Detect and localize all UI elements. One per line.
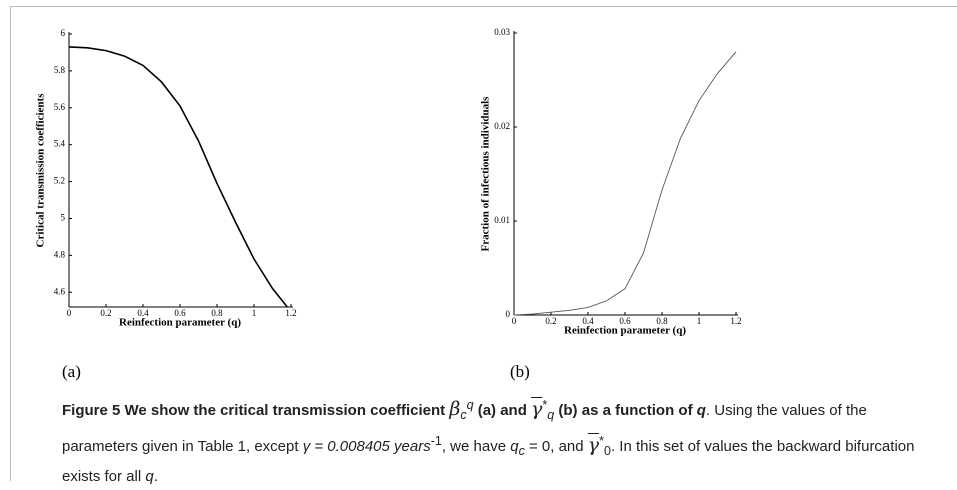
panel-label: (b) [510,362,530,381]
x-tick-label: 0.6 [619,316,631,326]
x-tick-label: 0 [512,316,517,326]
y-tick-label: 5.2 [54,176,65,186]
fig-label: Figure 5 [62,402,121,419]
caption-text: , we have [441,438,511,455]
x-tick-label: 1 [697,316,702,326]
y-tick-label: 6 [61,28,66,38]
y-tick-label: 0.02 [494,121,510,131]
panel-label: (a) [62,362,81,381]
figure: 0 0.2 0.4 0.6 0.8 1 1.2 4.6 4.8 5 5.2 5.4 5.6 5.8 6 Rei… [10,6,957,485]
x-tick-label: 0.2 [545,316,556,326]
charts: 0 0.2 0.4 0.6 0.8 1 1.2 4.6 4.8 5 5.2 5.4 5.6 5.8 6 Rei… [35,27,742,381]
math: 0 [604,444,611,458]
x-tick-label: 0.8 [211,308,223,318]
math: * [599,434,605,448]
math: q [510,438,519,455]
y-tick-label: 5 [61,213,66,223]
y-tick-label: 0.03 [494,27,510,37]
y-axis-label: Critical transmission coefficients [35,93,47,248]
math: q [466,398,474,412]
math: -1 [430,434,442,448]
math: q [145,468,154,485]
x-tick-label: 0.4 [582,316,594,326]
math: γ [587,434,600,456]
y-tick-label: 5.8 [54,65,66,75]
x-tick-label: 0.4 [137,308,149,318]
caption-text: . Using the values of the parameters giv… [62,402,867,455]
x-tick-label: 1.2 [730,316,741,326]
x-axis-label: Reinfection parameter (q) [564,325,686,337]
line [513,51,737,316]
caption-text: = 0, and [524,438,588,455]
math: q [696,402,706,419]
line [68,46,288,308]
y-tick-label: 0.01 [494,215,510,225]
x-axis-label: Reinfection parameter (q) [119,317,241,329]
caption-text: We show the critical transmission coeffi… [120,402,450,419]
frame [10,6,957,481]
y-tick-label: 5.4 [54,139,66,149]
math: β [449,398,461,420]
x-tick-label: 1.2 [285,308,296,318]
math: c [518,444,525,458]
caption-text: . [153,468,158,485]
caption-text: (a) and [473,402,532,419]
caption-text: (b) as a function of [554,402,697,419]
y-tick-label: 0 [506,309,511,319]
y-tick-label: 5.6 [54,102,66,112]
x-tick-label: 0.8 [656,316,668,326]
y-axis-label: Fraction of infectious individuals [480,96,492,252]
math: γ [531,398,543,420]
x-tick-label: 0.6 [174,308,186,318]
y-tick-label: 4.6 [54,286,66,296]
math: * [542,398,548,412]
math: q [547,408,555,422]
y-tick-label: 4.8 [54,249,66,259]
caption: Figure 5 We show the critical transmissi… [62,392,942,490]
x-tick-label: 0 [67,308,72,318]
x-tick-label: 1 [252,308,257,318]
x-tick-label: 0.2 [100,308,111,318]
math: γ = 0.008405 years [302,438,431,455]
math: c [460,408,467,422]
